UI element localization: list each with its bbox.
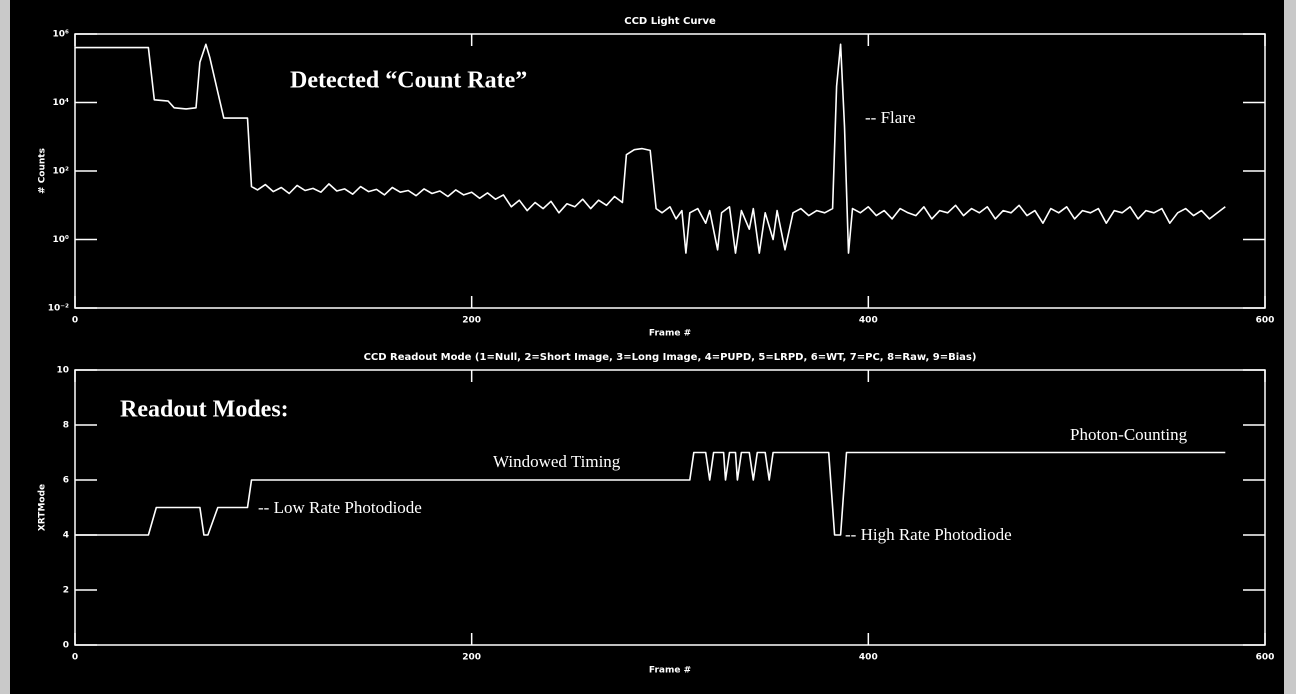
plot-frame bbox=[74, 369, 1266, 646]
x-tick-label: 600 bbox=[1256, 316, 1275, 326]
y-tick-label: 10⁴ bbox=[53, 98, 70, 108]
annotation: -- Low Rate Photodiode bbox=[258, 498, 422, 517]
chart-title: CCD Light Curve bbox=[624, 16, 716, 27]
x-tick-label: 400 bbox=[859, 316, 878, 326]
x-tick-label: 200 bbox=[462, 316, 481, 326]
y-axis-label: # Counts bbox=[38, 148, 48, 194]
y-tick-label: 6 bbox=[63, 476, 69, 486]
y-tick-label: 10⁻² bbox=[48, 304, 69, 314]
x-tick-label: 0 bbox=[72, 653, 78, 663]
chart-title: CCD Readout Mode (1=Null, 2=Short Image,… bbox=[364, 352, 977, 363]
panel-background bbox=[10, 0, 1284, 694]
y-tick-label: 0 bbox=[63, 641, 69, 651]
annotation: Readout Modes: bbox=[120, 397, 289, 423]
annotation: -- Flare bbox=[865, 108, 916, 127]
y-tick-label: 10² bbox=[53, 167, 70, 177]
annotation: -- High Rate Photodiode bbox=[845, 525, 1012, 544]
x-tick-label: 400 bbox=[859, 653, 878, 663]
y-tick-label: 10 bbox=[56, 366, 69, 376]
x-tick-label: 600 bbox=[1256, 653, 1275, 663]
annotation: Detected “Count Rate” bbox=[290, 68, 527, 94]
x-axis-label: Frame # bbox=[649, 666, 691, 676]
y-tick-label: 4 bbox=[63, 531, 69, 541]
y-axis-label: XRTMode bbox=[38, 484, 48, 531]
y-tick-label: 2 bbox=[63, 586, 69, 596]
x-tick-label: 200 bbox=[462, 653, 481, 663]
y-tick-label: 10⁶ bbox=[53, 30, 70, 40]
data-line bbox=[75, 451, 1226, 536]
annotation: Windowed Timing bbox=[493, 452, 621, 471]
x-axis-label: Frame # bbox=[649, 329, 691, 339]
data-line bbox=[75, 43, 1226, 254]
x-tick-label: 0 bbox=[72, 316, 78, 326]
annotation: Photon-Counting bbox=[1070, 425, 1188, 444]
y-tick-label: 10⁰ bbox=[53, 235, 70, 245]
y-tick-label: 8 bbox=[63, 421, 69, 431]
